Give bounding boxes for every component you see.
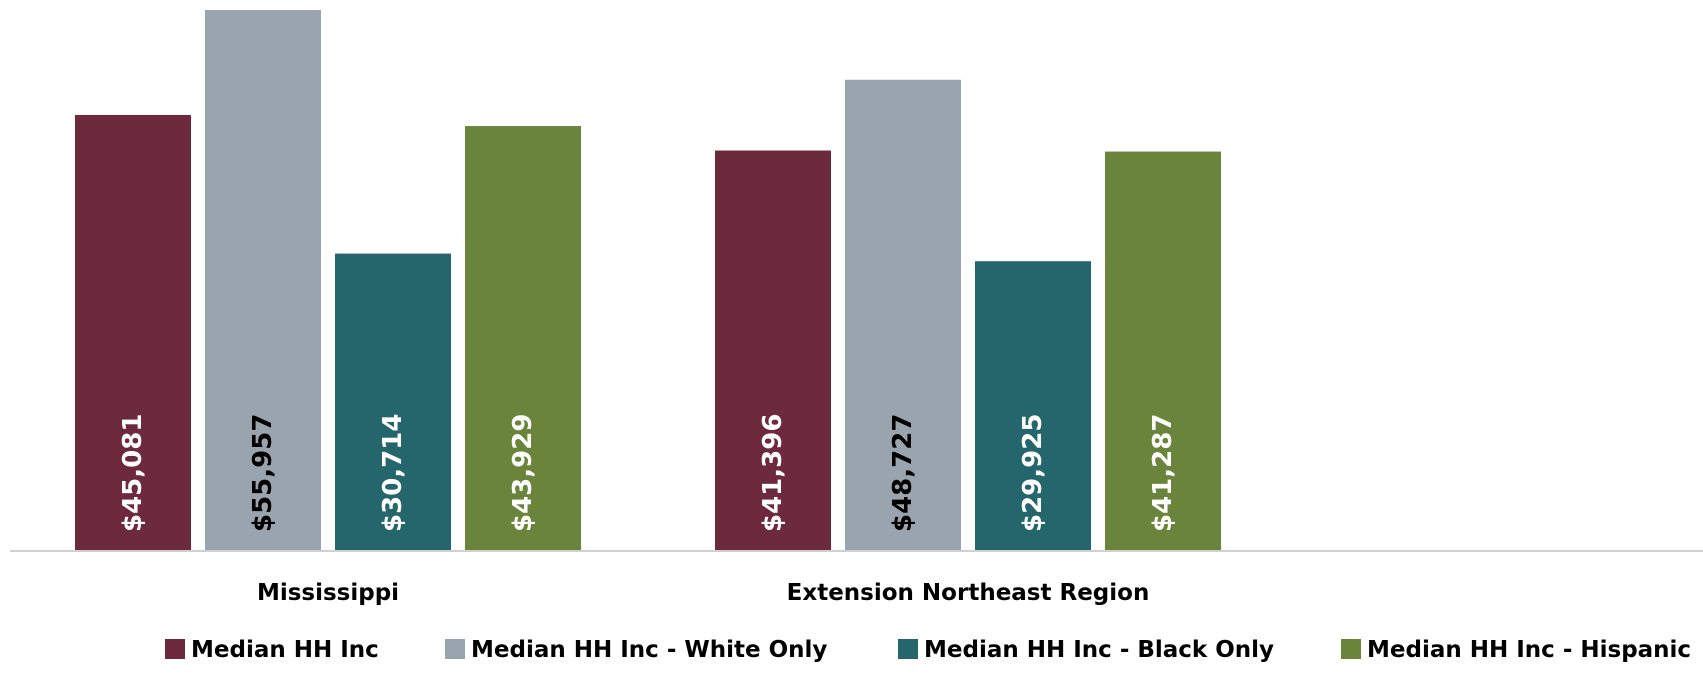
legend-label-2: Median HH Inc - White Only: [471, 637, 827, 663]
data-label-1-series-3: $30,714: [378, 414, 408, 532]
data-label-2-series-2: $48,727: [888, 414, 918, 532]
legend-swatch-1: [165, 639, 185, 659]
bar-2-series-1: [715, 150, 831, 550]
data-label-1-series-1: $45,081: [118, 414, 148, 532]
data-label-2-series-1: $41,396: [758, 414, 788, 532]
bar-1-series-4: [465, 126, 581, 550]
legend: Median HH Inc Median HH Inc - White Only M…: [165, 637, 1691, 663]
legend-swatch-4: [1341, 639, 1361, 659]
data-label-2-series-4: $41,287: [1148, 414, 1178, 532]
bar-2-series-3: [975, 261, 1091, 550]
data-label-2-series-3: $29,925: [1018, 414, 1048, 532]
bar-1-series-1: [75, 114, 191, 551]
bar-2-series-2: [845, 79, 961, 551]
legend-swatch-2: [445, 639, 465, 659]
category-labels-layer: Mississippi Extension Northeast Region: [257, 580, 1149, 606]
data-labels-layer: $45,081 $55,957 $30,714 $43,929 $41,396 $48,7…: [118, 414, 1178, 532]
legend-swatch-3: [898, 639, 918, 659]
legend-label-4: Median HH Inc - Hispanic: [1367, 637, 1691, 663]
category-label-1: Mississippi: [257, 580, 399, 606]
bars-layer: [75, 10, 1221, 551]
bar-1-series-2: [205, 10, 321, 550]
category-label-2: Extension Northeast Region: [787, 580, 1150, 606]
bar-1-series-3: [335, 253, 451, 551]
data-label-1-series-2: $55,957: [248, 414, 278, 532]
legend-label-3: Median HH Inc - Black Only: [924, 637, 1274, 663]
legend-label-1: Median HH Inc: [191, 637, 379, 663]
bar-2-series-4: [1105, 151, 1221, 551]
data-label-1-series-4: $43,929: [508, 414, 538, 532]
